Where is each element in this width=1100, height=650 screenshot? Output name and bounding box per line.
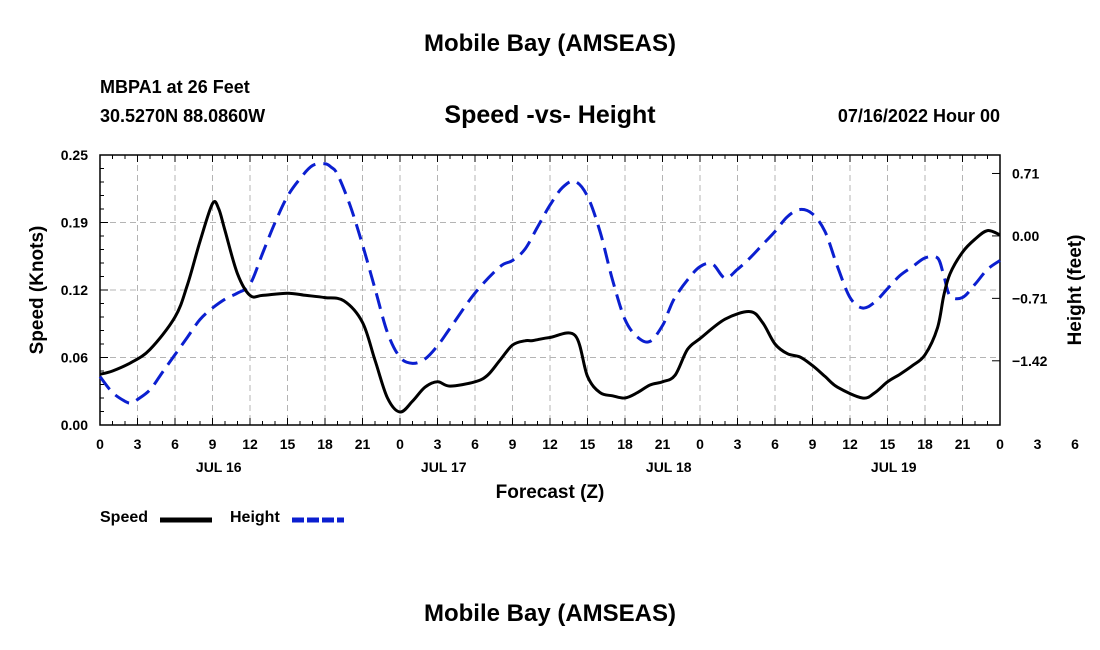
day-label: JUL 17 bbox=[421, 459, 467, 475]
footer-title: Mobile Bay (AMSEAS) bbox=[423, 600, 677, 627]
legend-speed-label: Speed bbox=[100, 509, 149, 526]
y-left-tick-label: 0.12 bbox=[61, 282, 88, 298]
x-tick-label: 9 bbox=[209, 436, 217, 452]
x-tick-label: 3 bbox=[434, 436, 442, 452]
station-label: MBPA1 at 26 Feet bbox=[100, 77, 250, 97]
day-label: JUL 16 bbox=[196, 459, 242, 475]
x-tick-label: 12 bbox=[242, 436, 258, 452]
x-tick-label: 0 bbox=[996, 436, 1004, 452]
chart-title: Mobile Bay (AMSEAS) bbox=[423, 30, 677, 57]
height-series-line bbox=[98, 162, 1001, 405]
x-tick-label: 21 bbox=[955, 436, 971, 452]
y-right-tick-label: 0.71 bbox=[1012, 165, 1039, 181]
x-tick-label: 9 bbox=[509, 436, 517, 452]
x-tick-label: 3 bbox=[734, 436, 742, 452]
x-tick-label: 9 bbox=[809, 436, 817, 452]
y-left-tick-label: 0.00 bbox=[61, 417, 88, 433]
date-label: 07/16/2022 Hour 00 bbox=[837, 106, 1000, 126]
x-tick-label: 12 bbox=[542, 436, 558, 452]
x-tick-label: 0 bbox=[96, 436, 104, 452]
y-right-tick-label: −0.71 bbox=[1012, 290, 1048, 306]
x-axis-label: Forecast (Z) bbox=[495, 482, 605, 503]
x-tick-label: 15 bbox=[580, 436, 596, 452]
day-label: JUL 18 bbox=[646, 459, 692, 475]
legend-height-label: Height bbox=[230, 509, 280, 526]
y-left-tick-label: 0.25 bbox=[61, 147, 88, 163]
x-tick-label: 0 bbox=[696, 436, 704, 452]
x-tick-label: 3 bbox=[134, 436, 142, 452]
day-label: JUL 19 bbox=[871, 459, 917, 475]
x-tick-label: 3 bbox=[1034, 436, 1042, 452]
x-tick-label: 12 bbox=[842, 436, 858, 452]
x-tick-label: 6 bbox=[1071, 436, 1079, 452]
x-tick-label: 18 bbox=[617, 436, 633, 452]
x-tick-label: 21 bbox=[355, 436, 371, 452]
coordinates-label: 30.5270N 88.0860W bbox=[100, 106, 266, 126]
speed-series-line bbox=[99, 200, 1001, 414]
y-right-tick-label: −1.42 bbox=[1012, 353, 1048, 369]
y-left-tick-label: 0.06 bbox=[61, 350, 88, 366]
x-tick-label: 6 bbox=[171, 436, 179, 452]
x-tick-label: 21 bbox=[655, 436, 671, 452]
y-left-tick-label: 0.19 bbox=[61, 215, 88, 231]
x-tick-label: 0 bbox=[396, 436, 404, 452]
chart-subtitle: Speed -vs- Height bbox=[444, 101, 656, 129]
x-tick-label: 18 bbox=[917, 436, 933, 452]
x-tick-label: 6 bbox=[771, 436, 779, 452]
x-tick-label: 15 bbox=[280, 436, 296, 452]
y-right-tick-label: 0.00 bbox=[1012, 228, 1039, 244]
x-tick-label: 18 bbox=[317, 436, 333, 452]
x-tick-label: 6 bbox=[471, 436, 479, 452]
x-tick-label: 15 bbox=[880, 436, 896, 452]
